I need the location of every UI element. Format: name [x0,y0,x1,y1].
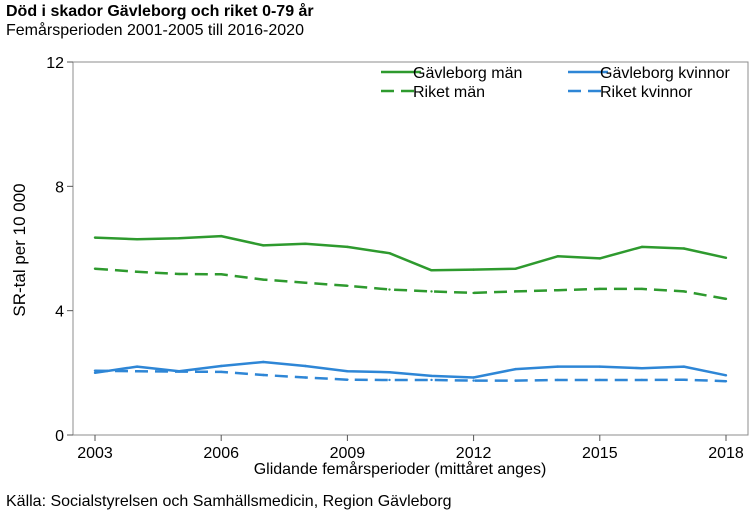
data-point [135,270,139,274]
x-tick-label: 2018 [708,445,744,462]
data-point [472,268,475,271]
legend-label: Riket kvinnor [600,84,693,101]
data-point [430,378,433,382]
data-point [640,366,644,370]
data-point [177,272,181,276]
chart-legend: Gävleborg män Gävleborg kvinnor Riket män R… [381,65,731,101]
data-point [724,380,728,383]
legend-label: Gävleborg män [413,65,522,82]
data-point [346,245,349,249]
legend-label: Riket män [413,84,485,101]
x-tick-label: 2003 [77,445,113,462]
legend-label: Gävleborg kvinnor [600,65,731,82]
data-point [388,251,391,255]
data-point [640,378,644,382]
data-point [514,267,517,270]
data-point [472,291,475,295]
y-tick-label: 4 [55,304,64,321]
data-point [220,273,223,276]
data-point [304,376,307,379]
data-point [262,278,265,281]
source-note: Källa: Socialstyrelsen och Samhällsmedic… [6,493,452,510]
y-axis-label: SR-tal per 10 000 [10,183,29,316]
data-point [135,237,139,241]
y-tick-label: 12 [46,55,64,72]
data-point [556,288,559,292]
data-point [346,378,349,381]
data-point [682,378,686,381]
data-point [514,379,517,382]
chart-series [93,234,728,383]
data-point [724,256,728,260]
data-point [724,297,728,301]
data-point [430,374,433,378]
plot-frame [72,61,749,436]
data-point [598,378,601,382]
x-tick-label: 2006 [203,445,239,462]
chart-axes: 0 4 8 12 2003 2006 2009 2012 2015 2018 [46,55,749,462]
data-point [177,370,181,373]
data-point [93,371,97,375]
data-point [472,376,475,379]
data-point [430,269,433,272]
y-tick-label: 8 [55,179,64,196]
data-point [346,284,349,287]
data-point [514,290,517,293]
data-point [220,234,223,238]
data-point [93,369,97,372]
data-point [93,267,97,270]
data-point [262,360,265,364]
data-point [598,257,601,260]
data-point [262,244,265,247]
data-point [724,374,728,377]
x-tick-label: 2012 [456,445,492,462]
data-point [304,242,307,246]
data-point [682,365,686,368]
data-point [388,378,391,382]
series-line-gävleborg-kvinnor [94,360,727,379]
data-point [556,255,559,258]
data-point [682,247,686,250]
data-point [640,245,644,249]
data-point [388,371,391,374]
data-point [220,364,223,368]
data-point [598,365,601,368]
data-point [135,365,139,368]
data-point [388,288,391,291]
data-point [262,373,265,377]
data-point [682,290,686,293]
series-line-gävleborg-män [94,234,727,272]
x-tick-label: 2009 [330,445,366,462]
data-point [346,370,349,373]
x-axis-label: Glidande femårsperioder (mittåret anges) [254,460,547,478]
data-point [93,236,97,239]
data-point [304,364,307,368]
x-tick-label: 2015 [582,445,618,462]
y-tick-label: 0 [55,428,64,445]
data-point [135,370,139,373]
data-point [472,379,475,382]
data-point [304,281,307,284]
series-line-riket-kvinnor [94,369,727,383]
data-point [556,365,559,368]
chart-title: Död i skador Gävleborg och riket 0-79 år [6,3,314,20]
data-point [220,370,223,374]
data-point [598,287,601,291]
chart-subtitle: Femårsperioden 2001-2005 till 2016-2020 [6,22,304,39]
series-line-riket-män [94,267,727,301]
data-point [514,367,517,371]
data-point [430,290,433,293]
data-point [556,378,559,382]
data-point [640,287,644,291]
data-point [177,237,181,240]
